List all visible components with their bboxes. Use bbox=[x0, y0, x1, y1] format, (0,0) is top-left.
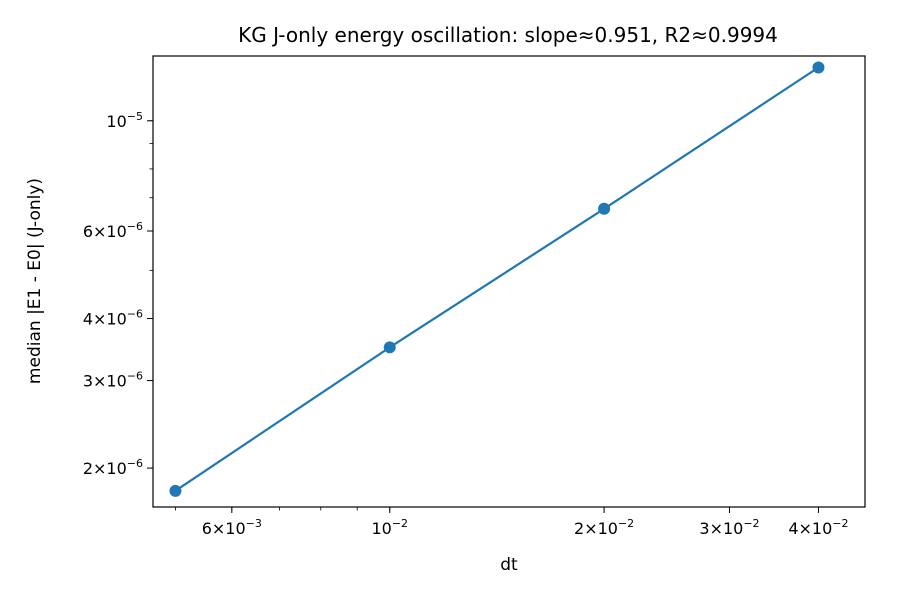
ticks: 6×10−3 10−2 2×10−2 3×10−2 4×10−2 2×10−6 3×10−6… bbox=[83, 110, 849, 538]
x-tick-label: 2×10−2 bbox=[574, 517, 634, 538]
y-axis-label: median |E1 - E0| (J-only) bbox=[25, 178, 45, 384]
y-tick-label: 3×10−6 bbox=[83, 370, 143, 391]
y-tick-label: 10−5 bbox=[106, 110, 143, 131]
y-tick-label: 6×10−6 bbox=[83, 220, 143, 241]
y-tick-label: 2×10−6 bbox=[83, 457, 143, 478]
axes-frame bbox=[152, 55, 866, 508]
plot-area bbox=[169, 61, 825, 497]
chart-title: KG J-only energy oscillation: slope≈0.95… bbox=[238, 23, 778, 47]
data-point bbox=[598, 202, 611, 215]
data-point bbox=[812, 61, 825, 74]
x-tick-label: 6×10−3 bbox=[202, 517, 262, 538]
y-tick-label: 4×10−6 bbox=[83, 308, 143, 329]
x-axis-label: dt bbox=[500, 555, 518, 575]
x-tick-label: 3×10−2 bbox=[699, 517, 759, 538]
x-tick-label: 10−2 bbox=[371, 517, 408, 538]
series-line bbox=[174, 66, 820, 492]
data-point bbox=[383, 341, 396, 354]
x-tick-label: 4×10−2 bbox=[788, 517, 848, 538]
data-point bbox=[169, 484, 182, 497]
